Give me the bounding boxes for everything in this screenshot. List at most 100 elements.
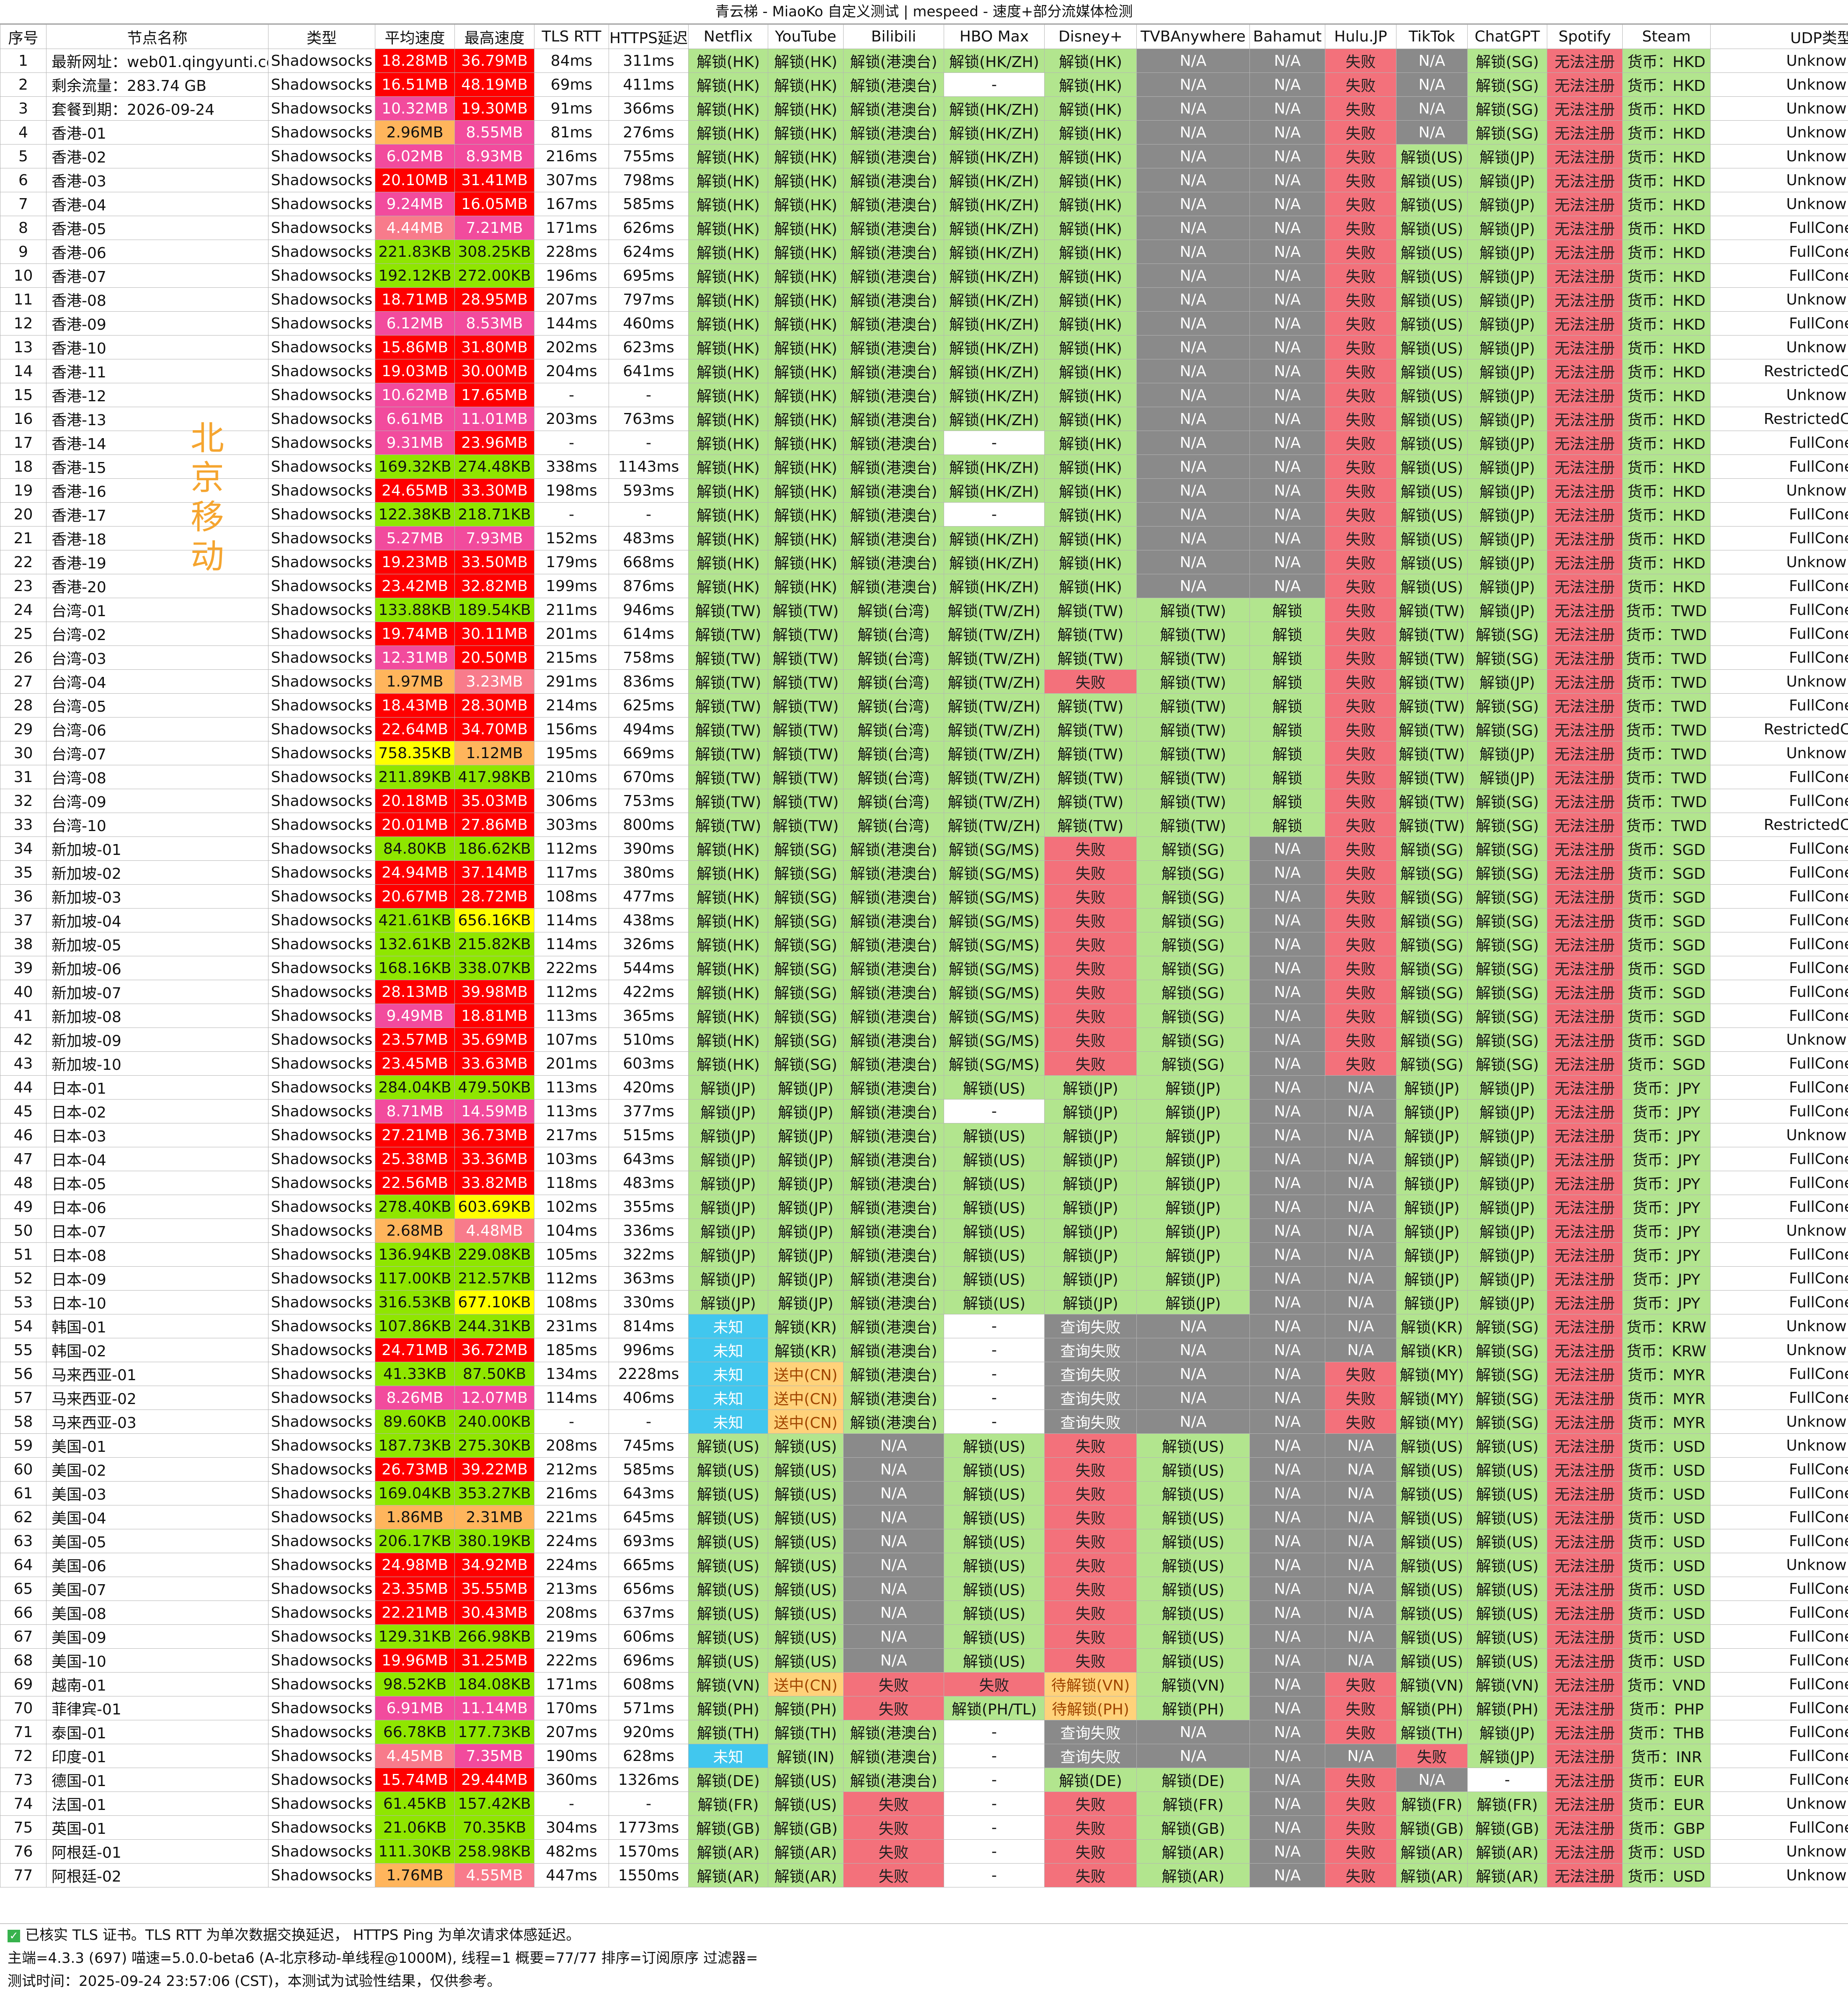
cell-max-speed: 33.50MB [454,550,534,574]
cell-avg-speed: 20.67MB [375,884,455,909]
cell-max-speed: 4.48MB [454,1219,534,1243]
cell-https-latency: 606ms [609,1624,689,1649]
cell-tls-rtt: 338ms [534,454,609,479]
cell-tiktok: 解锁(US) [1396,478,1468,503]
cell-index: 12 [0,311,46,336]
cell-type: Shadowsocks [268,287,375,312]
cell-hulu-jp: N/A [1325,1314,1396,1338]
cell-type: Shadowsocks [268,1099,375,1123]
cell-spotify: 无法注册 [1547,1242,1623,1267]
cell-hulu-jp: 失败 [1325,980,1396,1004]
table-row: 37 新加坡-04 Shadowsocks 421.61KB 656.16KB 114ms… [0,908,1848,932]
table-row: 36 新加坡-03 Shadowsocks 20.67MB 28.72MB 108ms 47… [0,884,1848,909]
cell-bahamut: 解锁 [1249,645,1325,670]
cell-spotify: 无法注册 [1547,1290,1623,1314]
cell-type: Shadowsocks [268,813,375,837]
cell-tls-rtt: 190ms [534,1744,609,1768]
cell-youtube: 解锁(JP) [768,1290,844,1314]
cell-hulu-jp: 失败 [1325,1696,1396,1720]
cell-avg-speed: 16.51MB [375,72,455,97]
cell-avg-speed: 136.94KB [375,1242,455,1267]
cell-hulu-jp: N/A [1325,1457,1396,1482]
cell-https-latency: 365ms [609,1004,689,1028]
cell-netflix: 解锁(AR) [688,1839,768,1864]
cell-bilibili: 解锁(港澳台) [843,1195,944,1219]
cell-hbo-max: 解锁(SG/MS) [944,836,1045,861]
cell-udp-type: FullCone [1710,1099,1848,1123]
cell-netflix: 未知 [688,1386,768,1410]
cell-node-name: 新加坡-02 [46,860,268,885]
cell-index: 46 [0,1123,46,1147]
cell-hbo-max: 解锁(HK/ZH) [944,96,1045,121]
cell-index: 32 [0,789,46,813]
cell-hbo-max: 解锁(US) [944,1624,1045,1649]
cell-avg-speed: 15.74MB [375,1768,455,1792]
cell-hulu-jp: N/A [1325,1648,1396,1673]
cell-hulu-jp: 失败 [1325,144,1396,168]
cell-netflix: 解锁(JP) [688,1195,768,1219]
cell-https-latency: 460ms [609,311,689,336]
cell-avg-speed: 169.04KB [375,1481,455,1505]
cell-bilibili: N/A [843,1529,944,1553]
cell-node-name: 马来西亚-02 [46,1386,268,1410]
cell-max-speed: 380.19KB [454,1529,534,1553]
cell-bahamut: N/A [1249,1147,1325,1171]
cell-hbo-max: 解锁(US) [944,1242,1045,1267]
cell-netflix: 解锁(JP) [688,1266,768,1291]
cell-steam: 货币：HKD [1622,502,1711,527]
cell-chatgpt: 解锁(SG) [1467,1051,1547,1076]
cell-max-speed: 272.00KB [454,263,534,288]
cell-youtube: 送中(CN) [768,1672,844,1696]
cell-https-latency: - [609,431,689,455]
cell-tvbanywhere: 解锁(TW) [1136,622,1250,646]
table-row: 7 香港-04 Shadowsocks 9.24MB 16.05MB 167ms 585ms… [0,192,1848,216]
cell-type: Shadowsocks [268,192,375,216]
cell-tiktok: 解锁(US) [1396,1553,1468,1577]
cell-node-name: 英国-01 [46,1815,268,1840]
cell-tiktok: 解锁(US) [1396,168,1468,192]
table-row: 28 台湾-05 Shadowsocks 18.43MB 28.30MB 214ms 625… [0,693,1848,718]
cell-chatgpt: 解锁(JP) [1467,574,1547,598]
cell-steam: 货币：USD [1622,1457,1711,1482]
cell-tls-rtt: 195ms [534,741,609,765]
cell-steam: 货币：HKD [1622,335,1711,359]
cell-max-speed: 29.44MB [454,1768,534,1792]
cell-max-speed: 33.36MB [454,1147,534,1171]
cell-hbo-max: - [944,1863,1045,1887]
cell-netflix: 解锁(HK) [688,502,768,527]
cell-node-name: 印度-01 [46,1744,268,1768]
cell-bahamut: N/A [1249,240,1325,264]
cell-max-speed: 31.25MB [454,1648,534,1673]
cell-chatgpt: 解锁(AR) [1467,1839,1547,1864]
cell-disney-plus: 解锁(HK) [1044,526,1137,550]
cell-youtube: 解锁(SG) [768,1004,844,1028]
cell-tls-rtt: 228ms [534,240,609,264]
table-row: 63 美国-05 Shadowsocks 206.17KB 380.19KB 224ms 6… [0,1529,1848,1553]
cell-netflix: 解锁(TH) [688,1720,768,1744]
cell-netflix: 解锁(US) [688,1624,768,1649]
cell-bilibili: 失败 [843,1839,944,1864]
table-row: 59 美国-01 Shadowsocks 187.73KB 275.30KB 208ms 7… [0,1433,1848,1458]
cell-tvbanywhere: N/A [1136,502,1250,527]
footer-line-tls: ✓ 已核实 TLS 证书。TLS RTT 为单次数据交换延迟， HTTPS Pin… [0,1924,1848,1947]
cell-netflix: 解锁(HK) [688,168,768,192]
cell-node-name: 香港-02 [46,144,268,168]
cell-steam: 货币：TWD [1622,598,1711,622]
cell-https-latency: 797ms [609,287,689,312]
cell-udp-type: FullCone [1710,1075,1848,1100]
cell-avg-speed: 10.32MB [375,96,455,121]
cell-tiktok: 解锁(US) [1396,192,1468,216]
cell-disney-plus: 解锁(JP) [1044,1242,1137,1267]
cell-tiktok: 解锁(JP) [1396,1075,1468,1100]
cell-spotify: 无法注册 [1547,693,1623,718]
cell-avg-speed: 21.06KB [375,1815,455,1840]
cell-hulu-jp: 失败 [1325,216,1396,240]
cell-hbo-max: 解锁(HK/ZH) [944,359,1045,383]
cell-hbo-max: 解锁(TW/ZH) [944,765,1045,789]
cell-chatgpt: 解锁(SG) [1467,980,1547,1004]
cell-bahamut: N/A [1249,49,1325,73]
cell-tvbanywhere: N/A [1136,1362,1250,1386]
table-row: 62 美国-04 Shadowsocks 1.86MB 2.31MB 221ms 645ms… [0,1505,1848,1529]
cell-bahamut: N/A [1249,502,1325,527]
cell-steam: 货币：HKD [1622,287,1711,312]
